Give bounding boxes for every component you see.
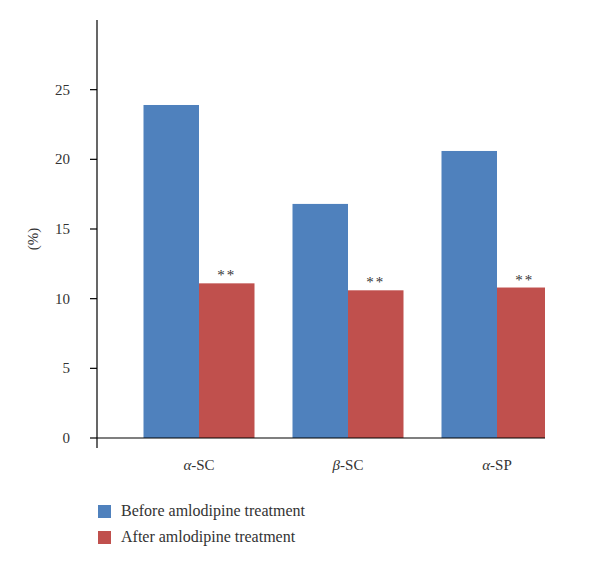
legend-swatch bbox=[98, 505, 111, 518]
bar bbox=[144, 105, 200, 438]
y-tick bbox=[90, 437, 97, 438]
annotation: ** bbox=[217, 267, 236, 283]
y-tick-label: 10 bbox=[55, 291, 70, 307]
chart: 0 5 10 15 20 25 (%) α-SC β-SC α-SP ** ** ** Before am… bbox=[0, 0, 600, 568]
x-axis-end bbox=[96, 438, 97, 448]
bar bbox=[348, 290, 404, 438]
y-tick-label: 15 bbox=[55, 221, 70, 237]
legend-label: After amlodipine treatment bbox=[121, 528, 296, 546]
y-tick bbox=[90, 228, 97, 229]
bar bbox=[199, 283, 255, 438]
legend-swatch bbox=[98, 531, 111, 544]
x-tick-label: α-SP bbox=[482, 457, 512, 473]
y-tick-label: 25 bbox=[55, 82, 70, 98]
y-tick bbox=[90, 368, 97, 369]
x-tick-label: α-SC bbox=[183, 457, 214, 473]
y-tick bbox=[90, 298, 97, 299]
bars bbox=[144, 105, 546, 438]
chart-root: 0 5 10 15 20 25 (%) α-SC β-SC α-SP ** ** ** Before am… bbox=[0, 0, 600, 568]
y-tick bbox=[90, 89, 97, 90]
bar bbox=[442, 151, 498, 438]
legend: Before amlodipine treatment After amlodip… bbox=[98, 502, 305, 546]
annotation: ** bbox=[515, 272, 534, 288]
y-tick-label: 5 bbox=[63, 360, 71, 376]
y-tick-label: 20 bbox=[55, 151, 70, 167]
y-tick bbox=[90, 159, 97, 160]
y-axis-label: (%) bbox=[25, 228, 42, 251]
bar bbox=[293, 204, 349, 438]
y-tick-label: 0 bbox=[63, 430, 71, 446]
legend-label: Before amlodipine treatment bbox=[121, 502, 305, 520]
x-axis bbox=[97, 437, 545, 438]
bar bbox=[497, 288, 545, 438]
x-tick-label: β-SC bbox=[332, 457, 364, 473]
annotation: ** bbox=[366, 274, 385, 290]
